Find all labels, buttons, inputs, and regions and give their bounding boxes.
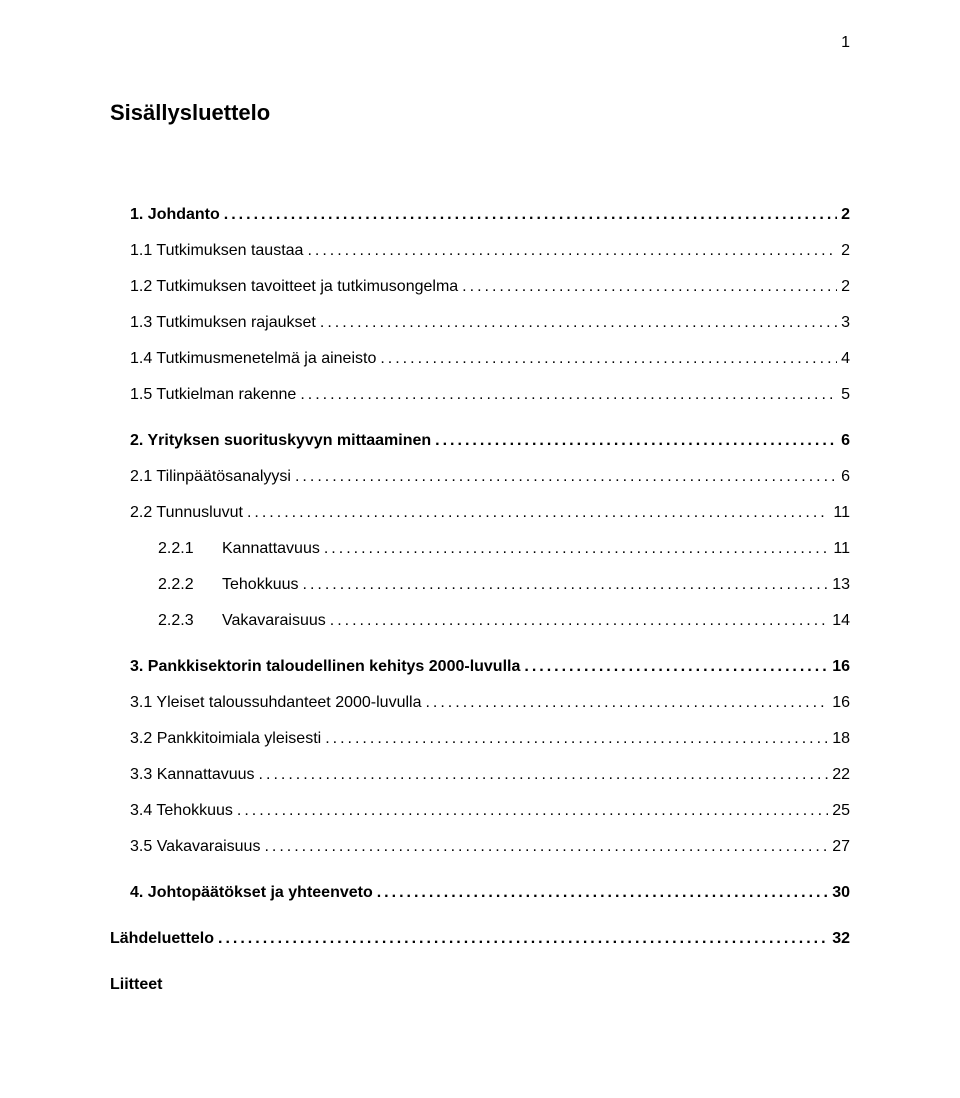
toc-entry-page: 4 bbox=[841, 350, 850, 368]
toc-standalone-entry: Liitteet bbox=[110, 976, 850, 994]
page-container: 1 Sisällysluettelo 1. Johdanto21.1 Tutki… bbox=[0, 0, 960, 1098]
toc-entry-number: 2.2.1 bbox=[158, 540, 222, 558]
toc-entry: 2. Yrityksen suorituskyvyn mittaaminen 6 bbox=[110, 432, 850, 450]
toc-leader-dots bbox=[264, 838, 828, 856]
toc-leader-dots bbox=[224, 206, 837, 224]
toc-entry-label: 3.4 Tehokkuus bbox=[130, 802, 233, 820]
toc-entry-page: 22 bbox=[832, 766, 850, 784]
toc-leader-dots bbox=[377, 884, 828, 902]
toc-entry-page: 6 bbox=[841, 432, 850, 450]
toc-entry-page: 14 bbox=[832, 612, 850, 630]
toc-leader-dots bbox=[303, 576, 829, 594]
toc-entry-label: 2.2 Tunnusluvut bbox=[130, 504, 243, 522]
toc-entry: 1. Johdanto 2 bbox=[110, 206, 850, 224]
toc-leader-dots bbox=[295, 468, 837, 486]
toc-entry: 2.2 Tunnusluvut 11 bbox=[110, 504, 850, 522]
toc-entry-page: 30 bbox=[832, 884, 850, 902]
toc-entry-label: 3.5 Vakavaraisuus bbox=[130, 838, 260, 856]
toc-entry-page: 5 bbox=[841, 386, 850, 404]
toc-leader-dots bbox=[300, 386, 837, 404]
toc-entry-label: 3. Pankkisektorin taloudellinen kehitys … bbox=[130, 658, 520, 676]
toc-entry: 3.3 Kannattavuus 22 bbox=[110, 766, 850, 784]
toc-leader-dots bbox=[425, 694, 828, 712]
toc-leader-dots bbox=[307, 242, 837, 260]
toc-entry-page: 16 bbox=[832, 694, 850, 712]
toc-entry-label: 3.3 Kannattavuus bbox=[130, 766, 255, 784]
toc-entry-page: 2 bbox=[841, 242, 850, 260]
toc-entry-page: 13 bbox=[832, 576, 850, 594]
toc-entry-label: 1. Johdanto bbox=[130, 206, 220, 224]
toc-entry-label: 1.3 Tutkimuksen rajaukset bbox=[130, 314, 316, 332]
toc-entry-page: 11 bbox=[833, 504, 850, 522]
toc-standalone-list: Lähdeluettelo 32 Liitteet bbox=[110, 930, 850, 994]
toc-entry-label: 1.2 Tutkimuksen tavoitteet ja tutkimuson… bbox=[130, 278, 458, 296]
toc-entry-text: Kannattavuus bbox=[222, 540, 320, 557]
toc-leader-dots bbox=[524, 658, 828, 676]
toc-entry-label: 1.5 Tutkielman rakenne bbox=[130, 386, 296, 404]
page-number: 1 bbox=[841, 34, 850, 52]
toc-entry: 1.2 Tutkimuksen tavoitteet ja tutkimuson… bbox=[110, 278, 850, 296]
toc-entry-page: 18 bbox=[832, 730, 850, 748]
toc-entry: 4. Johtopäätökset ja yhteenveto 30 bbox=[110, 884, 850, 902]
toc-entry: 3.4 Tehokkuus 25 bbox=[110, 802, 850, 820]
toc-entry: 3.1 Yleiset taloussuhdanteet 2000-luvull… bbox=[110, 694, 850, 712]
toc-leader-dots bbox=[324, 540, 830, 558]
toc-entry: 3. Pankkisektorin taloudellinen kehitys … bbox=[110, 658, 850, 676]
toc-entry: 1.1 Tutkimuksen taustaa 2 bbox=[110, 242, 850, 260]
toc-leader-dots bbox=[247, 504, 829, 522]
toc-entry-page: 6 bbox=[841, 468, 850, 486]
toc-entry: 1.4 Tutkimusmenetelmä ja aineisto 4 bbox=[110, 350, 850, 368]
toc-entry-label: 2.2.1Kannattavuus bbox=[158, 540, 320, 558]
toc-entry: 1.3 Tutkimuksen rajaukset 3 bbox=[110, 314, 850, 332]
toc-entry: 2.2.3Vakavaraisuus 14 bbox=[110, 612, 850, 630]
toc-leader-dots bbox=[325, 730, 828, 748]
toc-leader-dots bbox=[320, 314, 837, 332]
toc-leader-dots bbox=[380, 350, 837, 368]
toc-entry-page: 3 bbox=[841, 314, 850, 332]
toc-entry-number: 2.2.2 bbox=[158, 576, 222, 594]
toc-title: Sisällysluettelo bbox=[110, 100, 850, 126]
toc-entry: 2.2.1Kannattavuus 11 bbox=[110, 540, 850, 558]
toc-entry-label: 1.1 Tutkimuksen taustaa bbox=[130, 242, 303, 260]
toc-entry-label: 3.2 Pankkitoimiala yleisesti bbox=[130, 730, 321, 748]
toc-entry-label: 2.2.2Tehokkuus bbox=[158, 576, 299, 594]
toc-entry-label: 2. Yrityksen suorituskyvyn mittaaminen bbox=[130, 432, 431, 450]
toc-leader-dots bbox=[462, 278, 837, 296]
toc-entry-label: 4. Johtopäätökset ja yhteenveto bbox=[130, 884, 373, 902]
toc-leader-dots bbox=[259, 766, 829, 784]
toc-standalone-label: Lähdeluettelo bbox=[110, 930, 214, 948]
toc-entry: 2.1 Tilinpäätösanalyysi 6 bbox=[110, 468, 850, 486]
toc-entry-label: 3.1 Yleiset taloussuhdanteet 2000-luvull… bbox=[130, 694, 421, 712]
toc-leader-dots bbox=[237, 802, 828, 820]
toc-entry-page: 25 bbox=[832, 802, 850, 820]
toc-standalone-page: 32 bbox=[832, 930, 850, 948]
toc-entry-text: Tehokkuus bbox=[222, 576, 299, 593]
toc-entry-page: 11 bbox=[833, 540, 850, 558]
toc-entry-label: 2.1 Tilinpäätösanalyysi bbox=[130, 468, 291, 486]
toc-entry-number: 2.2.3 bbox=[158, 612, 222, 630]
toc-entry-page: 2 bbox=[841, 278, 850, 296]
toc-standalone-entry: Lähdeluettelo 32 bbox=[110, 930, 850, 948]
toc-leader-dots bbox=[435, 432, 837, 450]
toc-leader-dots bbox=[218, 930, 828, 948]
toc-leader-dots bbox=[330, 612, 828, 630]
toc-entry-text: Vakavaraisuus bbox=[222, 612, 326, 629]
toc-entry: 3.5 Vakavaraisuus 27 bbox=[110, 838, 850, 856]
toc-entry-label: 1.4 Tutkimusmenetelmä ja aineisto bbox=[130, 350, 376, 368]
toc-entry-label: 2.2.3Vakavaraisuus bbox=[158, 612, 326, 630]
toc-entry: 3.2 Pankkitoimiala yleisesti 18 bbox=[110, 730, 850, 748]
toc-entry-page: 27 bbox=[832, 838, 850, 856]
toc-entry-page: 16 bbox=[832, 658, 850, 676]
toc-entry: 2.2.2Tehokkuus 13 bbox=[110, 576, 850, 594]
toc-entry: 1.5 Tutkielman rakenne 5 bbox=[110, 386, 850, 404]
toc-entry-page: 2 bbox=[841, 206, 850, 224]
toc-list: 1. Johdanto 2 1.1 Tutkimuksen taustaa 2 1.2 … bbox=[110, 206, 850, 902]
